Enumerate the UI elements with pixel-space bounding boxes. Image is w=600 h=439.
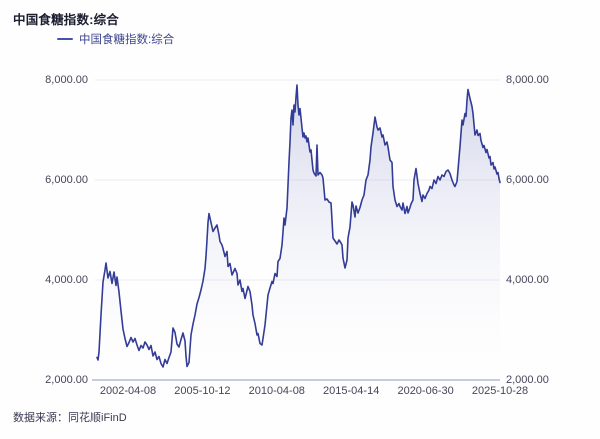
data-source-label: 数据来源：同花顺iFinD xyxy=(13,412,127,424)
y-axis-label-left: 6,000.00 xyxy=(45,174,88,186)
legend-label: 中国食糖指数:综合 xyxy=(79,34,175,46)
x-axis-label: 2020-06-30 xyxy=(397,385,454,397)
x-axis-label: 2002-04-08 xyxy=(99,385,157,397)
y-axis-label-right: 8,000.00 xyxy=(506,74,549,86)
legend-item[interactable]: 中国食糖指数:综合 xyxy=(57,31,174,47)
y-axis-label-left: 2,000.00 xyxy=(45,374,88,386)
area-fill xyxy=(97,85,500,380)
legend-line-icon xyxy=(57,38,73,40)
series-line xyxy=(96,84,501,368)
x-axis-label: 2010-04-08 xyxy=(248,385,305,397)
y-axis-label-left: 4,000.00 xyxy=(45,274,88,286)
y-axis-label-left: 8,000.00 xyxy=(45,74,88,86)
x-axis-label: 2015-04-14 xyxy=(323,385,380,397)
x-axis-label: 2025-10-28 xyxy=(471,385,529,397)
y-axis-label-right: 4,000.00 xyxy=(506,274,549,286)
chart-title: 中国食糖指数:综合 xyxy=(13,13,119,27)
x-axis-label: 2005-10-12 xyxy=(174,385,231,397)
y-axis-label-right: 6,000.00 xyxy=(506,174,549,186)
y-axis-label-right: 2,000.00 xyxy=(506,374,549,386)
